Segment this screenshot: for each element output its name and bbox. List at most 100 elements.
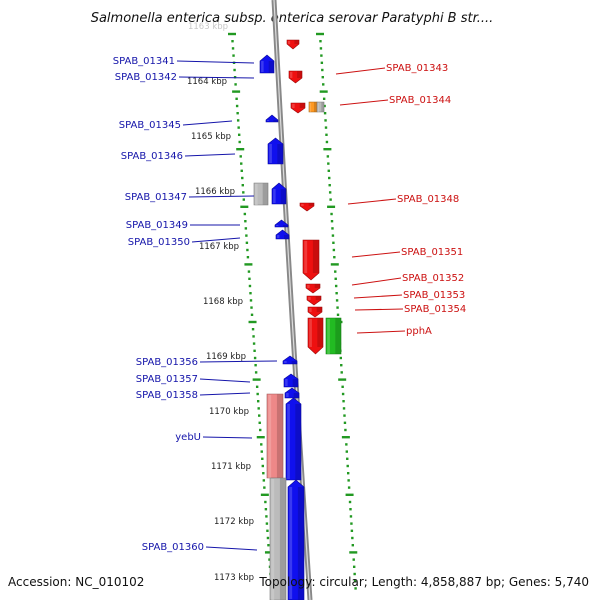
minor-tick — [236, 119, 240, 122]
gene-label-right: SPAB_01354 — [404, 304, 466, 315]
minor-tick — [325, 140, 329, 144]
minor-tick — [250, 306, 253, 309]
major-tick — [323, 148, 332, 151]
minor-tick — [345, 450, 348, 453]
minor-tick — [344, 428, 347, 432]
gene-labels: SPAB_01341 SPAB_01342 SPAB_01345 SPAB_01346… — [113, 56, 467, 553]
gene-spab-01345 — [265, 114, 279, 123]
minor-tick — [342, 407, 346, 410]
gene-features — [253, 39, 342, 600]
minor-tick — [247, 270, 251, 273]
minor-tick — [350, 522, 353, 525]
minor-tick — [260, 443, 263, 446]
leader-line — [356, 330, 406, 334]
scale-label: 1168 kbp — [203, 297, 243, 307]
minor-tick — [348, 500, 352, 504]
minor-tick — [326, 155, 330, 158]
leader-line — [199, 360, 278, 363]
minor-tick — [252, 335, 255, 338]
gene-spab-01350 — [275, 229, 290, 240]
minor-tick — [351, 544, 355, 547]
leader-line — [347, 198, 397, 205]
minor-tick — [258, 414, 261, 417]
minor-tick — [258, 421, 261, 424]
minor-tick — [267, 544, 270, 547]
major-tick — [264, 551, 273, 554]
minor-tick — [244, 227, 248, 230]
minor-tick — [266, 536, 270, 540]
minor-tick — [345, 443, 348, 446]
minor-tick — [353, 580, 357, 583]
gene-spab-01349 — [274, 219, 289, 228]
gene-label-left: yebU — [175, 432, 201, 443]
gene-grey-1347 — [253, 182, 269, 206]
major-tick — [236, 148, 245, 151]
minor-tick — [231, 40, 234, 43]
genome-backbone — [271, 0, 313, 600]
minor-tick — [324, 119, 327, 122]
minor-tick — [334, 277, 337, 280]
minor-tick — [235, 104, 239, 108]
leader-line — [335, 67, 386, 75]
major-tick — [345, 493, 354, 496]
minor-tick — [239, 155, 242, 158]
gene-spab-01344-orange — [308, 101, 318, 113]
minor-tick — [327, 162, 330, 165]
major-tick — [248, 320, 257, 324]
gene-spab-01356 — [282, 355, 298, 365]
major-tick — [330, 263, 339, 266]
minor-tick — [249, 292, 252, 295]
major-tick — [228, 32, 236, 36]
scale-label: 1163 kbp — [188, 22, 228, 32]
minor-tick — [254, 371, 258, 374]
minor-tick — [331, 227, 334, 230]
minor-tick — [266, 529, 269, 532]
minor-tick — [335, 299, 339, 302]
minor-tick — [352, 558, 355, 561]
minor-tick — [346, 464, 349, 468]
leader-line — [176, 60, 255, 64]
leader-line — [182, 120, 233, 126]
scale-label: 1173 kbp — [214, 573, 254, 583]
scale-label: 1171 kbp — [211, 462, 251, 472]
minor-tick — [319, 40, 322, 43]
major-tick — [349, 551, 358, 554]
minor-tick — [330, 220, 334, 223]
minor-tick — [245, 241, 249, 244]
minor-tick — [231, 47, 235, 50]
minor-tick — [320, 61, 324, 64]
gene-spab-01344-grey — [316, 101, 325, 113]
minor-tick — [256, 392, 259, 396]
minor-tick — [336, 306, 339, 309]
minor-tick — [246, 256, 250, 259]
leader-line — [184, 153, 236, 157]
minor-tick — [328, 184, 331, 187]
minor-tick — [236, 112, 239, 115]
minor-tick — [237, 133, 241, 136]
gene-grey-lower — [269, 477, 287, 600]
minor-tick — [323, 104, 326, 108]
gene-spab-01346 — [267, 137, 284, 165]
gene-spab-01357 — [283, 373, 299, 388]
gene-label-right: pphA — [406, 326, 432, 337]
minor-tick — [262, 472, 265, 475]
gene-label-left: SPAB_01345 — [119, 120, 181, 131]
gene-label-left: SPAB_01347 — [125, 192, 187, 203]
minor-tick — [342, 400, 345, 403]
gene-label-left: SPAB_01357 — [136, 374, 198, 385]
minor-tick — [268, 558, 271, 561]
gene-spab-01341 — [259, 54, 275, 74]
minor-tick — [343, 414, 346, 417]
minor-tick — [253, 349, 256, 352]
minor-tick — [245, 234, 248, 237]
major-tick — [341, 436, 350, 439]
minor-tick — [263, 486, 266, 489]
scale-label: 1165 kbp — [191, 132, 231, 142]
backbone-highlight — [273, 0, 311, 600]
gene-spab-01351 — [302, 239, 320, 281]
leader-line — [339, 99, 389, 106]
scale-label: 1167 kbp — [199, 242, 239, 252]
minor-tick — [265, 522, 269, 525]
minor-tick — [325, 133, 328, 136]
minor-tick — [349, 515, 353, 518]
